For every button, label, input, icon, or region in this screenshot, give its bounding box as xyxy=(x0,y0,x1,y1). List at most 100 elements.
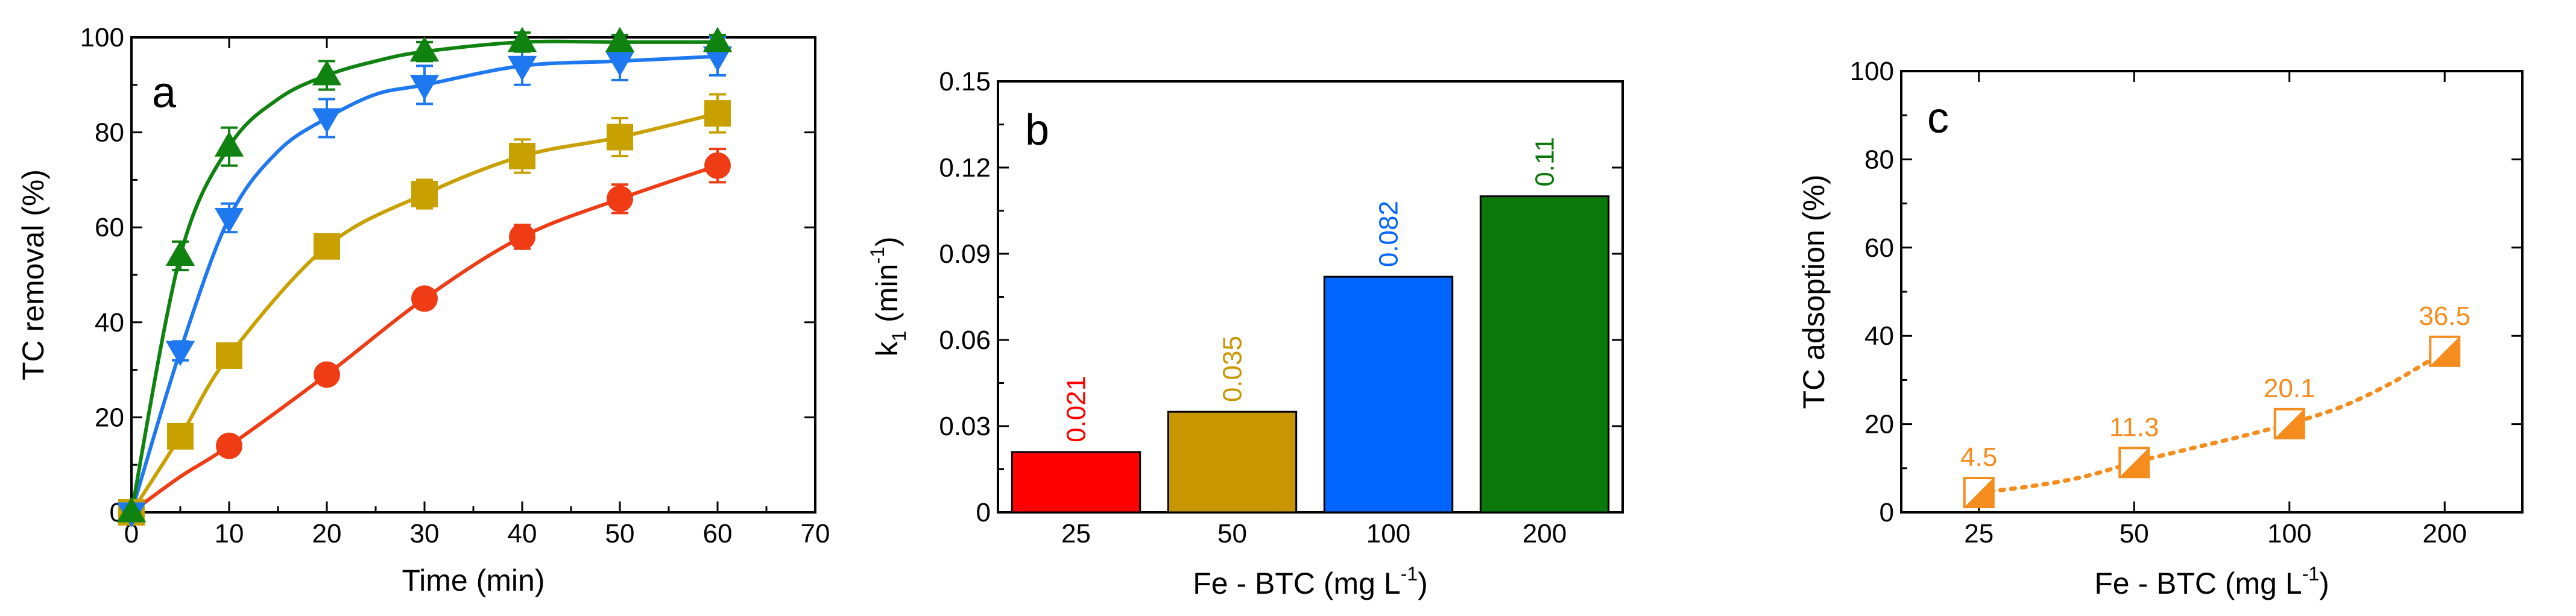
panel-a-y-tick-label: 20 xyxy=(95,403,124,432)
panel-a-point-series-2 xyxy=(704,100,731,127)
panel-a-y-tick-label: 80 xyxy=(95,118,124,148)
panel-c-x-axis-title-end: ) xyxy=(2319,567,2329,600)
panel-b-y-tick-label: 0.12 xyxy=(939,153,991,183)
panel-a-point-series-1 xyxy=(704,152,731,179)
panel-a-x-axis-title: Time (min) xyxy=(402,564,545,597)
panel-a-x-tick-label: 20 xyxy=(312,519,342,548)
panel-c-point-value-label: 20.1 xyxy=(2264,374,2316,403)
panel-b-bar-value-label: 0.11 xyxy=(1530,137,1560,186)
panel-a-point-series-4 xyxy=(605,27,635,52)
panel-c-point-fill xyxy=(2120,448,2149,477)
panel-a-label: a xyxy=(152,69,177,117)
panel-a-y-tick-label: 100 xyxy=(80,23,124,52)
panel-b-y-axis-title: k1 (min-1) xyxy=(867,236,910,356)
panel-b-bar-value-label: 0.021 xyxy=(1062,376,1091,442)
panel-a-point-series-1 xyxy=(216,432,242,459)
panel-c-point-value-label: 11.3 xyxy=(2109,412,2159,442)
panel-c-markers: 4.5 11.3 20.1 36.5 xyxy=(1960,301,2470,509)
panel-c-y-tick-label: 40 xyxy=(1864,321,1894,351)
panel-b-label: b xyxy=(1025,106,1049,154)
panel-a-fit-line-1 xyxy=(130,163,718,514)
panel-b-x-axis-title-sup: -1 xyxy=(1401,563,1418,585)
panel-b-y-axis-title-sub: 1 xyxy=(888,331,910,342)
panel-a-point-series-2 xyxy=(411,181,438,208)
panel-c-point-fill xyxy=(2430,336,2460,366)
panel-c-x-axis-title-main: Fe - BTC (mg L xyxy=(2094,567,2302,600)
panel-b-bar-200 xyxy=(1479,195,1610,514)
panel-a-point-series-1 xyxy=(411,285,438,312)
panel-c-fit-line xyxy=(1977,349,2447,495)
panel-c-x-tick-label: 200 xyxy=(2423,519,2467,548)
panel-c-y-axis-title: TC adsoption (%) xyxy=(1797,174,1831,409)
panel-a-point-series-4 xyxy=(702,27,733,52)
panel-c-point-fill xyxy=(2275,409,2304,438)
panel-b-y-axis-title-main: k xyxy=(870,341,904,357)
panel-a-point-series-4 xyxy=(409,36,440,62)
panel-b-y-axis-title-end: ) xyxy=(870,236,904,247)
panel-b-y-tick-label: 0.15 xyxy=(939,67,991,96)
panel-c-point-value-label: 4.5 xyxy=(1960,442,1997,472)
panel-c-x-tick-label: 25 xyxy=(1964,519,1994,548)
panel-a-x-tick-label: 10 xyxy=(215,519,244,548)
panel-a-point-series-3 xyxy=(214,207,244,233)
panel-a-x-tick-label: 40 xyxy=(508,519,537,548)
panel-c-point-fill xyxy=(1964,478,1994,508)
panel-c-x-axis-title: Fe - BTC (mg L-1) xyxy=(2094,563,2329,600)
panel-a-point-series-3 xyxy=(605,51,635,77)
panel-a-point-series-1 xyxy=(607,185,633,212)
panel-a-point-series-2 xyxy=(509,143,535,169)
panel-c-point-value-label: 36.5 xyxy=(2419,301,2470,331)
panel-b-y-tick-label: 0.03 xyxy=(939,412,991,441)
panel-b-y-tick-label: 0.09 xyxy=(939,239,991,269)
panel-b-x-axis-title-end: ) xyxy=(1418,567,1428,600)
panel-b-bars: 0.021 0.035 0.082 0.11 xyxy=(1011,137,1610,514)
panel-a-x-tick-label: 70 xyxy=(801,519,830,548)
panel-a-point-series-3 xyxy=(702,46,733,72)
panel-b-x-tick-label: 25 xyxy=(1061,519,1091,548)
panel-a-point-series-2 xyxy=(607,124,633,151)
panel-a-point-series-4 xyxy=(165,240,195,266)
panel-a-point-series-3 xyxy=(312,108,342,134)
panel-c-dotted-fit-line xyxy=(1977,349,2447,495)
panel-b-y-axis-title-unit: (min xyxy=(870,264,904,331)
panel-b-bar-50 xyxy=(1167,410,1298,514)
panel-c-x-tick-label: 50 xyxy=(2120,519,2149,548)
panel-c-ticks: 0 20 40 60 80 100 25 50 100 200 xyxy=(1850,57,2522,548)
panel-a-point-series-3 xyxy=(409,75,440,101)
panel-a-x-tick-label: 50 xyxy=(605,519,635,548)
panel-a-point-series-3 xyxy=(507,55,537,81)
panel-b-x-tick-label: 200 xyxy=(1523,519,1567,548)
panel-b-x-axis-title-main: Fe - BTC (mg L xyxy=(1193,567,1400,600)
panel-a-y-axis-title: TC removal (%) xyxy=(16,169,50,380)
panel-a-point-series-2 xyxy=(314,233,340,260)
panel-c-y-tick-label: 0 xyxy=(1880,498,1894,527)
panel-a-point-series-4 xyxy=(312,60,342,86)
panel-a-point-series-2 xyxy=(216,342,242,369)
panel-a-point-series-1 xyxy=(509,223,535,250)
panel-b-x-axis-title: Fe - BTC (mg L-1) xyxy=(1193,563,1428,600)
panel-a-point-series-4 xyxy=(214,131,244,157)
panel-a-x-tick-label: 30 xyxy=(410,519,440,548)
panel-c-y-tick-label: 20 xyxy=(1864,410,1894,439)
panel-b-x-tick-label: 100 xyxy=(1366,519,1410,548)
panel-a-x-tick-label: 60 xyxy=(703,519,733,548)
panel-a-point-series-2 xyxy=(167,423,194,450)
panel-b-x-tick-label: 50 xyxy=(1217,519,1247,548)
panel-a-point-series-3 xyxy=(165,341,195,366)
panel-b-bar-25 xyxy=(1011,451,1141,514)
panel-c-y-tick-label: 80 xyxy=(1864,145,1894,174)
panel-b-y-axis-title-sup: -1 xyxy=(867,247,888,263)
panel-c-y-tick-label: 100 xyxy=(1850,57,1894,86)
panel-b-bar-value-label: 0.035 xyxy=(1218,336,1248,402)
panel-c: 0 20 40 60 80 100 25 50 100 200 4.5 11.3 20.1 36.5 c… xyxy=(1797,57,2524,600)
panel-b-y-tick-label: 0 xyxy=(976,498,991,527)
panel-a-y-tick-label: 40 xyxy=(95,308,124,338)
panel-a-point-series-4 xyxy=(116,497,147,523)
panel-c-x-tick-label: 100 xyxy=(2267,519,2311,548)
panel-a-markers xyxy=(116,27,733,528)
panel-b-bar-value-label: 0.082 xyxy=(1374,201,1404,267)
panel-c-label: c xyxy=(1927,94,1949,142)
